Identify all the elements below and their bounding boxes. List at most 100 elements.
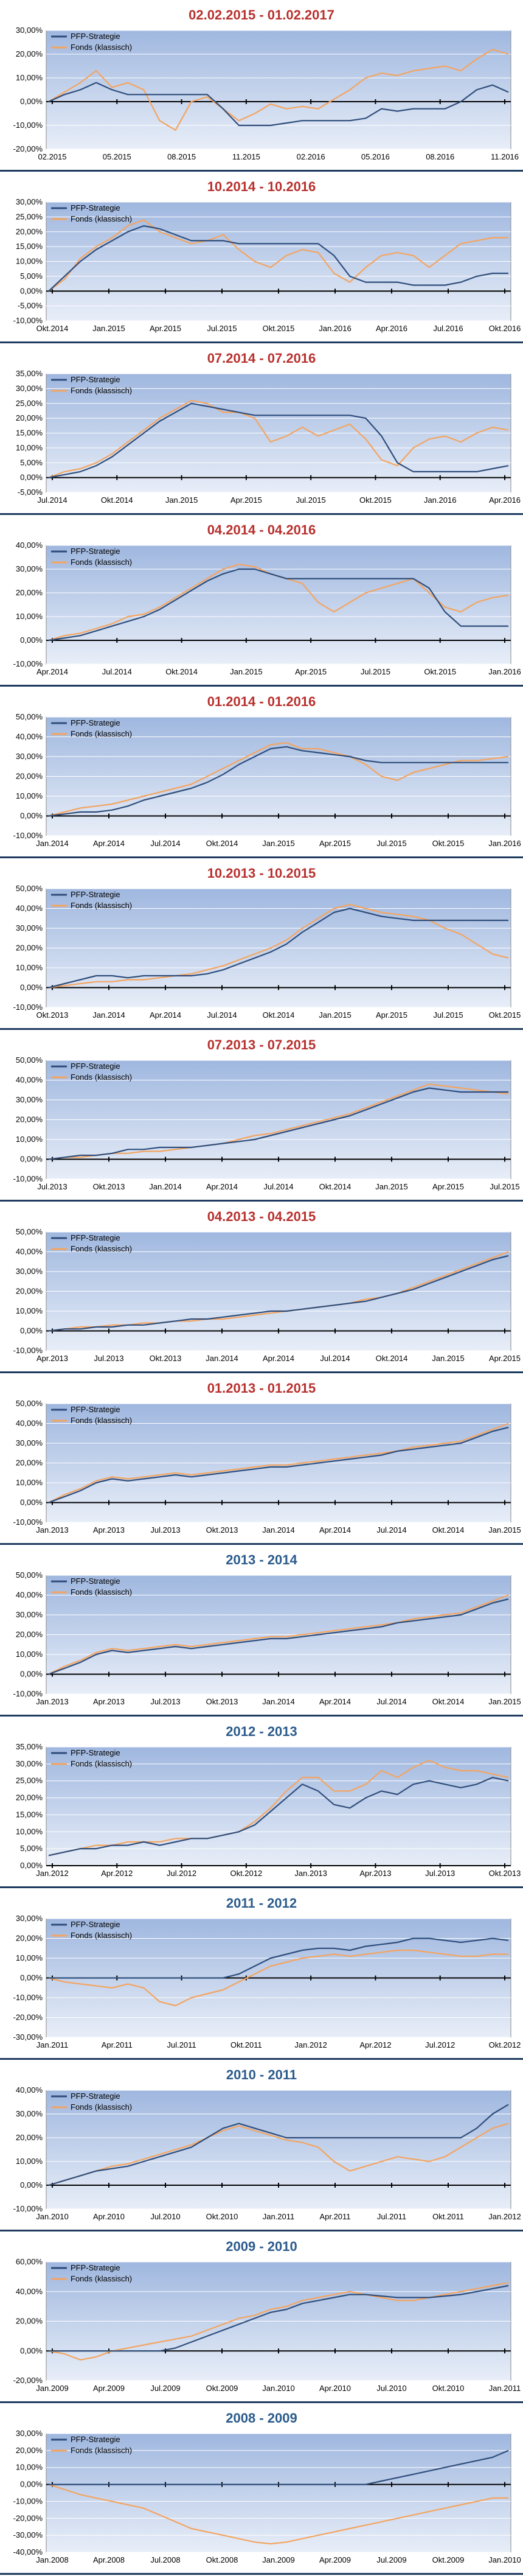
x-tick-label: Okt.2009 (206, 2384, 238, 2393)
y-tick-label: 20,00% (16, 1793, 43, 1802)
y-tick-label: 40,00% (16, 2085, 43, 2095)
series-line-fund (48, 399, 509, 478)
x-tick-label: Jul.2014 (376, 1697, 406, 1706)
x-tick-label: Jan.2014 (36, 839, 69, 848)
y-tick-label: 35,00% (16, 1742, 43, 1751)
x-tick-label: Apr.2008 (93, 2555, 125, 2564)
legend-label: Fonds (klassisch) (71, 1587, 132, 1597)
x-tick-label: Jan.2014 (262, 1525, 295, 1535)
y-tick-label: 0,00% (20, 1155, 43, 1164)
x-tick-label: Jan.2013 (36, 1697, 69, 1706)
y-tick-label: 0,00% (20, 1498, 43, 1507)
legend-label: PFP-Strategie (71, 1062, 120, 1071)
x-tick-label: Jul.2016 (433, 324, 463, 333)
y-tick-label: 20,00% (16, 1934, 43, 1943)
x-tick-label: Okt.2009 (432, 2555, 465, 2564)
chart-panel: 2009 - 2010 60,00% 40,00% 20,00% 0,00% -20,00… (0, 2231, 523, 2403)
x-tick-label: Jan.2016 (319, 324, 352, 333)
y-tick-label: 0,00% (20, 635, 43, 645)
series-line-strategy (49, 2284, 509, 2352)
chart-title: 2012 - 2013 (226, 1724, 297, 1739)
line-chart: 50,00% 40,00% 30,00% 20,00% 10,00% 0,00% -10,0… (13, 712, 521, 848)
y-tick-label: 0,00% (20, 983, 43, 992)
series-line-fund (48, 742, 509, 817)
series-line-strategy (48, 1255, 509, 1332)
x-tick-label: Jan.2015 (488, 1697, 521, 1706)
legend-label: PFP-Strategie (71, 1748, 120, 1757)
line-chart: 35,00% 30,00% 25,00% 20,00% 15,00% 10,00% 5,00… (16, 369, 521, 505)
x-tick-label: Apr.2016 (376, 324, 407, 333)
y-tick-label: 20,00% (16, 2133, 43, 2142)
x-tick-label: Okt.2013 (36, 1010, 69, 1020)
x-tick-label: Okt.2014 (165, 667, 198, 676)
x-tick-label: Jul.2014 (150, 839, 180, 848)
x-tick-label: Okt.2013 (150, 1354, 182, 1363)
legend-label: Fonds (klassisch) (71, 2446, 132, 2455)
x-tick-label: Jul.2015 (207, 324, 237, 333)
chart-title: 01.2013 - 01.2015 (207, 1381, 316, 1396)
x-tick-label: Jul.2015 (490, 1182, 519, 1191)
x-tick-label: Jan.2010 (488, 2555, 521, 2564)
series-line-strategy (48, 568, 508, 642)
y-tick-label: 40,00% (16, 1419, 43, 1428)
x-tick-label: 05.2015 (103, 152, 131, 161)
chart-panel: 01.2014 - 01.2016 50,00% 40,00% 30,00% 20,00… (0, 687, 523, 858)
x-tick-label: Okt.2011 (432, 2212, 464, 2221)
x-tick-label: Okt.2010 (432, 2384, 465, 2393)
legend-label: PFP-Strategie (71, 1577, 120, 1586)
chart-panel: 10.2014 - 10.2016 30,00% 25,00% 20,00% 15,00… (0, 172, 523, 343)
y-tick-label: 50,00% (16, 1227, 43, 1236)
x-tick-label: Jan.2010 (262, 2384, 295, 2393)
y-tick-label: -5,00% (18, 488, 43, 497)
x-tick-label: Jan.2013 (294, 1869, 327, 1878)
y-tick-label: 5,00% (20, 1844, 43, 1853)
y-tick-label: 0,00% (20, 1973, 43, 1983)
y-tick-label: 20,00% (16, 943, 43, 953)
x-tick-label: Okt.2014 (36, 324, 69, 333)
y-tick-label: 30,00% (16, 26, 43, 35)
x-tick-label: Jul.2015 (296, 495, 326, 505)
series-line-fund (48, 1594, 509, 1675)
series-line-strategy (48, 1598, 509, 1675)
x-tick-label: Jul.2008 (150, 2555, 180, 2564)
y-tick-label: 60,00% (16, 2257, 43, 2266)
x-tick-label: Jul.2015 (433, 1010, 463, 1020)
chart-title: 07.2014 - 07.2016 (207, 351, 316, 366)
y-tick-label: 15,00% (16, 429, 43, 438)
legend-label: Fonds (klassisch) (71, 901, 132, 910)
x-tick-label: Jan.2012 (36, 1869, 69, 1878)
y-tick-label: 20,00% (16, 227, 43, 236)
y-tick-label: 30,00% (16, 2109, 43, 2118)
x-tick-label: Jul.2010 (376, 2384, 406, 2393)
y-tick-label: 20,00% (16, 772, 43, 781)
x-tick-label: Jan.2014 (92, 1010, 125, 1020)
x-tick-label: Apr.2009 (319, 2555, 351, 2564)
x-tick-label: Jan.2008 (36, 2555, 69, 2564)
y-tick-label: -10,00% (13, 1174, 43, 1183)
line-chart: 50,00% 40,00% 30,00% 20,00% 10,00% 0,00% -10,0… (13, 1055, 520, 1191)
chart-panel: 07.2014 - 07.2016 35,00% 30,00% 25,00% 20,00… (0, 343, 523, 515)
x-tick-label: Apr.2010 (93, 2212, 125, 2221)
y-tick-label: 25,00% (16, 399, 43, 408)
legend-label: PFP-Strategie (71, 32, 120, 41)
chart-panel: 07.2013 - 07.2015 50,00% 40,00% 30,00% 20,00… (0, 1030, 523, 1202)
legend-label: Fonds (klassisch) (71, 1759, 132, 1768)
legend-label: PFP-Strategie (71, 1233, 120, 1242)
x-tick-label: Jul.2013 (37, 1182, 67, 1191)
x-tick-label: Jul.2011 (167, 2040, 196, 2049)
series-line-fund (48, 1423, 509, 1503)
line-chart: 50,00% 40,00% 30,00% 20,00% 10,00% 0,00% -10,0… (13, 1227, 521, 1363)
y-tick-label: 30,00% (16, 2429, 43, 2438)
legend-label: Fonds (klassisch) (71, 43, 132, 52)
y-tick-label: 0,00% (20, 1861, 43, 1870)
x-tick-label: Okt.2014 (432, 1697, 465, 1706)
x-tick-label: Jan.2009 (36, 2384, 69, 2393)
legend-label: Fonds (klassisch) (71, 1244, 132, 1253)
y-tick-label: 10,00% (16, 1953, 43, 1962)
y-tick-label: 30,00% (16, 1438, 43, 1447)
